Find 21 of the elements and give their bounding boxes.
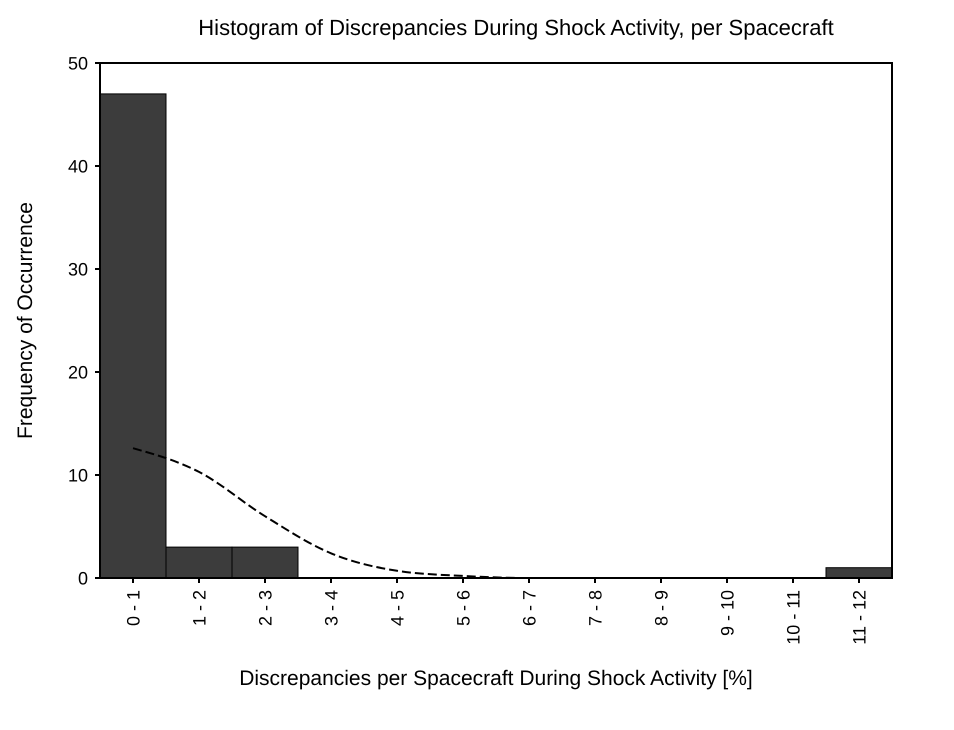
x-axis-title: Discrepancies per Spacecraft During Shock Activity [%] bbox=[239, 667, 753, 690]
y-tick-label: 10 bbox=[68, 465, 88, 486]
x-tick-label: 7 - 8 bbox=[585, 590, 606, 626]
chart-title: Histogram of Discrepancies During Shock Activity, per Spacecraft bbox=[198, 15, 834, 40]
x-tick-label: 11 - 12 bbox=[849, 590, 870, 645]
x-tick-label: 9 - 10 bbox=[717, 590, 738, 636]
x-tick-label: 8 - 9 bbox=[651, 590, 672, 626]
y-tick-label: 50 bbox=[68, 53, 88, 74]
x-tick-label: 4 - 5 bbox=[387, 590, 408, 626]
x-tick-label: 5 - 6 bbox=[453, 590, 474, 626]
y-tick-label: 30 bbox=[68, 259, 88, 280]
y-axis-title: Frequency of Occurrence bbox=[14, 202, 37, 439]
x-tick-label: 6 - 7 bbox=[519, 590, 540, 626]
x-tick-label: 3 - 4 bbox=[321, 590, 342, 626]
x-tick-label: 10 - 11 bbox=[783, 590, 804, 645]
x-tick-label: 1 - 2 bbox=[189, 590, 210, 626]
y-tick-label: 0 bbox=[78, 568, 88, 588]
x-tick-label: 2 - 3 bbox=[255, 590, 276, 626]
y-tick-label: 40 bbox=[68, 156, 88, 176]
x-tick-label: 0 - 1 bbox=[123, 590, 144, 626]
y-tick-label: 20 bbox=[68, 362, 88, 382]
